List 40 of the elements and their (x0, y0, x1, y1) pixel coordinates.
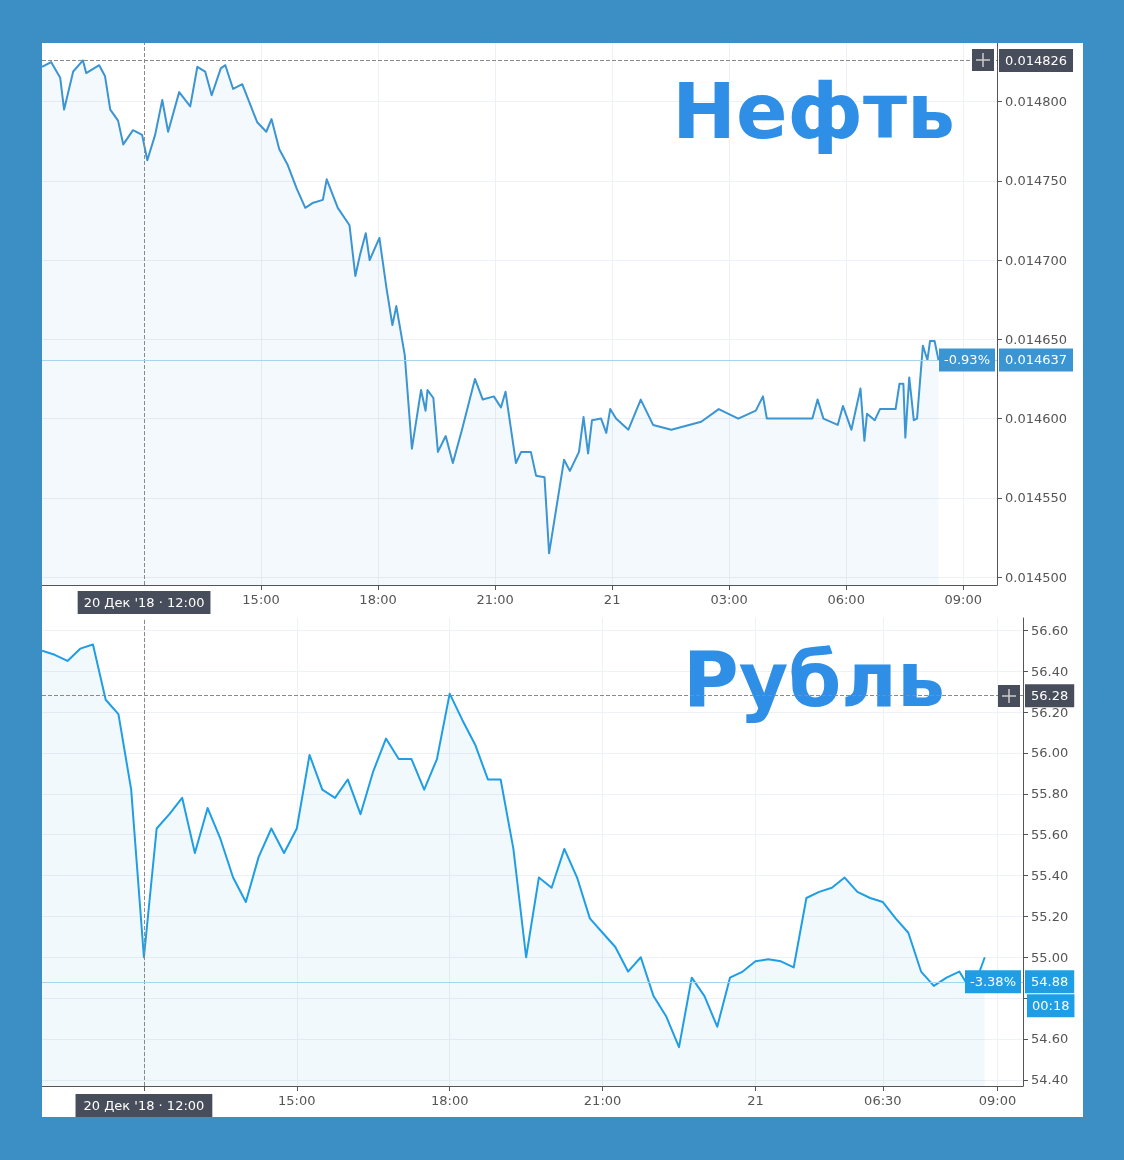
y-tick-label: 56.00 (1031, 745, 1069, 761)
y-tick-label: 55.20 (1031, 908, 1069, 924)
x-tick-label: 18:00 (430, 1093, 469, 1108)
x-tick-label: 21 (603, 592, 621, 607)
x-tick-label: 03:00 (710, 592, 748, 607)
x-tick-label: 18:00 (359, 592, 397, 607)
text: 00:18 (1032, 998, 1070, 1014)
x-tick-label: 21 (747, 1093, 764, 1108)
y-tick-label: 56.60 (1031, 622, 1069, 638)
y-tick-label: 55.40 (1031, 868, 1069, 883)
x-tick-label: 21:00 (476, 592, 514, 607)
y-tick-label: 56.40 (1031, 663, 1069, 679)
y-tick-label: 54.60 (1031, 1031, 1069, 1047)
x-tick-label: 09:00 (944, 592, 982, 607)
y-tick-label: 54.40 (1031, 1072, 1069, 1088)
x-tick-label: 20 Дек '18 · 12:00 (83, 1098, 205, 1113)
y-tick-label: 0.014500 (1005, 569, 1068, 585)
x-tick-label: 06:30 (864, 1093, 902, 1108)
y-tick-label: 0.014700 (1005, 252, 1068, 268)
ref-line-label: 0.014637 (1005, 352, 1068, 368)
chart-title: Нефть (672, 66, 956, 156)
y-tick-label: 56.20 (1031, 704, 1069, 720)
y-tick-label: 0.014550 (1005, 490, 1068, 506)
y-tick-label: 0.014600 (1005, 411, 1068, 427)
ref-line-label: 0.014826 (1005, 52, 1068, 68)
x-tick-label: 09:00 (978, 1093, 1017, 1108)
y-tick-label: 0.014650 (1005, 331, 1068, 347)
ref-line-label: 54.88 (1031, 974, 1069, 990)
x-tick-label: 15:00 (242, 592, 280, 607)
y-tick-label: 55.80 (1031, 786, 1069, 802)
x-tick-label: 21:00 (583, 1093, 622, 1108)
y-tick-label: 55.00 (1031, 949, 1069, 965)
y-tick-label: 55.60 (1031, 827, 1069, 843)
ref-line-label: 56.28 (1031, 688, 1069, 704)
annotation: -3.38% (970, 974, 1016, 990)
y-tick-label: 0.014750 (1005, 173, 1068, 189)
y-tick-label: 0.014800 (1005, 94, 1068, 110)
annotation: -0.93% (944, 352, 990, 368)
x-tick-label: 06:00 (827, 592, 865, 607)
x-tick-label: 15:00 (278, 1093, 316, 1108)
